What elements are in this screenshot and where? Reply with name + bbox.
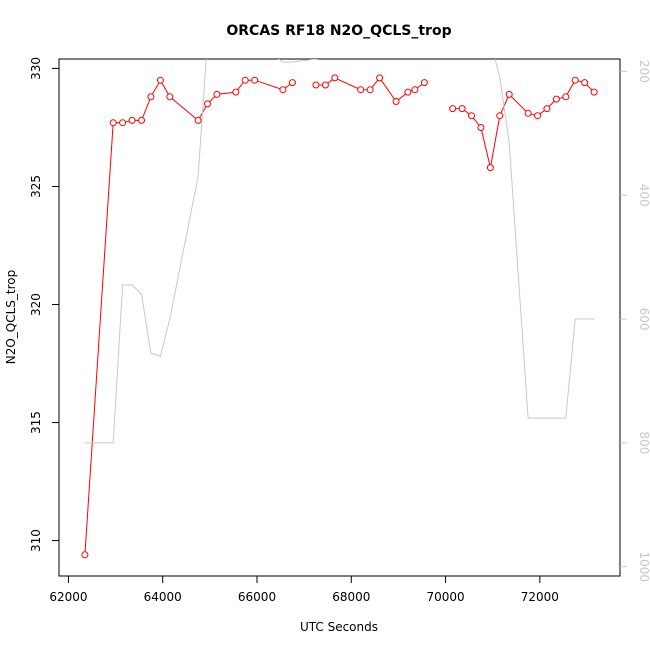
n2o-point — [366, 86, 374, 94]
n2o-point — [279, 86, 287, 94]
n2o-point — [392, 98, 400, 105]
n2o-point — [524, 109, 532, 117]
n2o-line — [452, 79, 595, 168]
n2o-point — [477, 124, 485, 131]
n2o-point — [138, 116, 145, 124]
n2o-point — [449, 105, 457, 113]
y-tick-label: 320 — [29, 293, 43, 316]
n2o-point — [331, 74, 339, 82]
n2o-point — [251, 76, 259, 84]
x-tick-label: 64000 — [144, 590, 182, 604]
n2o-point — [357, 86, 365, 94]
x-tick-label: 62000 — [49, 590, 87, 604]
series-layer — [81, 59, 598, 559]
y-tick-label: 315 — [29, 411, 43, 434]
n2o-point — [468, 112, 475, 120]
n2o-point — [119, 119, 127, 127]
n2o-point — [321, 81, 329, 89]
n2o-point — [376, 74, 384, 82]
chart-title: ORCAS RF18 N2O_QCLS_trop — [226, 23, 451, 39]
y2-tick-label: 1000 — [637, 551, 650, 582]
n2o-point — [486, 164, 494, 172]
n2o-point — [166, 93, 174, 101]
n2o-point — [590, 88, 598, 96]
n2o-point — [411, 86, 419, 94]
y2-tick-label: 600 — [637, 308, 650, 331]
n2o-point — [404, 88, 412, 96]
n2o-point — [312, 81, 320, 89]
plot-area — [58, 58, 621, 577]
n2o-point — [571, 76, 579, 84]
n2o-point — [562, 93, 570, 101]
n2o-point — [109, 119, 117, 127]
n2o-point — [552, 95, 560, 103]
n2o-point — [194, 116, 202, 124]
y-axis-label: N2O_QCLS_trop — [4, 270, 18, 365]
y2-tick-label: 400 — [637, 184, 650, 207]
pressure-line — [84, 59, 595, 444]
n2o-point — [505, 90, 513, 98]
n2o-point — [204, 100, 211, 108]
y-tick-label: 330 — [29, 57, 43, 80]
x-tick-label: 66000 — [238, 590, 276, 604]
y-tick-label: 310 — [29, 529, 43, 552]
n2o-point — [496, 112, 504, 120]
x-tick-label: 72000 — [521, 590, 559, 604]
n2o-point — [420, 79, 428, 87]
n2o-point — [232, 88, 240, 96]
y2-tick-label: 200 — [637, 60, 650, 83]
n2o-line — [315, 77, 425, 103]
n2o-point — [543, 105, 551, 113]
x-tick-label: 70000 — [426, 590, 464, 604]
n2o-point — [147, 93, 155, 101]
y-tick-label: 325 — [29, 175, 43, 198]
x-tick-label: 68000 — [332, 590, 370, 604]
n2o-point — [288, 79, 296, 87]
n2o-line — [84, 79, 293, 555]
y2-tick-label: 800 — [637, 431, 650, 454]
n2o-point — [581, 79, 589, 87]
n2o-point — [458, 105, 466, 113]
n2o-point — [81, 551, 89, 559]
n2o-point — [156, 76, 164, 84]
n2o-point — [241, 76, 249, 84]
n2o-point — [128, 116, 136, 124]
n2o-point — [534, 112, 541, 120]
n2o-point — [213, 90, 221, 98]
x-axis-label: UTC Seconds — [300, 620, 378, 634]
axis-layer: 62000 64000 66000 68000 70000 72000 310 315 320 3… — [29, 57, 650, 604]
